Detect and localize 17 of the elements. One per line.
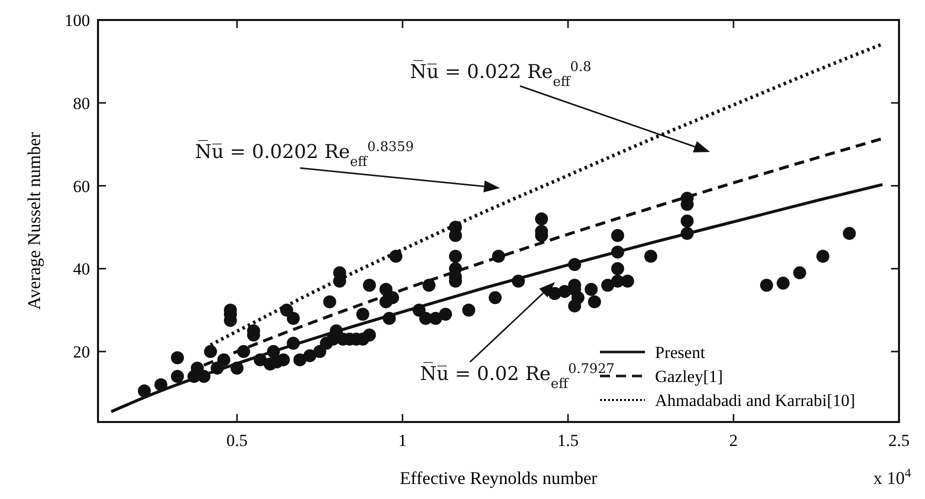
x-tick-label: 2.5 [888,431,910,450]
x-tick-label: 1.5 [557,431,579,450]
y-tick-label: 80 [73,94,90,113]
line-series [110,183,884,414]
y-tick-label: 20 [73,342,90,362]
legend-label: Present [655,343,706,362]
y-tick-label: 100 [64,11,90,30]
x-axis-title: Effective Reynolds number [400,468,598,488]
y-tick-label: 40 [73,260,90,279]
legend-label: Gazley[1] [655,367,723,386]
y-axis-title: Average Nusselt number [24,132,44,310]
text: x 10$^{4}$ [873,466,912,488]
y-tick-label: 60 [73,176,90,196]
legend-label: Ahmadabadi and Karrabi[10] [655,391,856,410]
x-tick-label: 2 [729,431,738,450]
x-tick-label: 1 [398,431,407,450]
x-tick-label: 0.5 [226,431,248,450]
